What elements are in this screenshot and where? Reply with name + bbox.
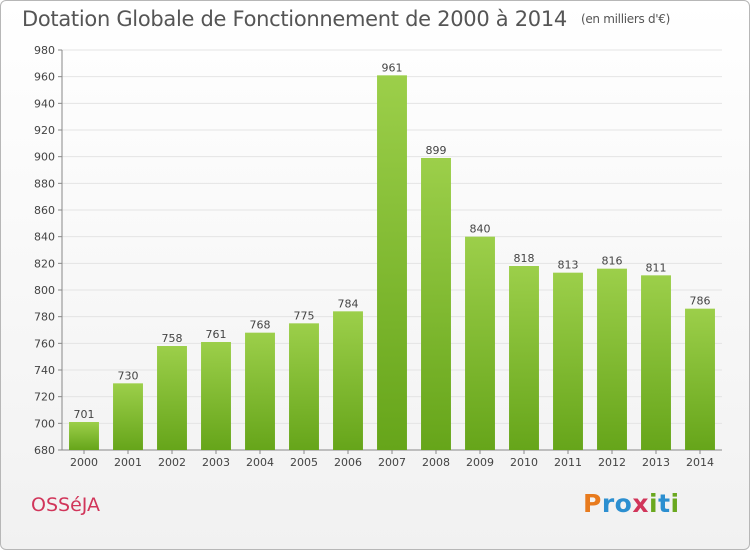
logo-letter: i (670, 489, 680, 518)
bar-value-label: 701 (74, 408, 95, 421)
bar (465, 236, 495, 450)
y-tick-label: 820 (34, 257, 55, 270)
bar-value-label: 786 (690, 295, 711, 308)
y-tick-label: 740 (34, 364, 55, 377)
x-tick-label: 2010 (510, 456, 538, 469)
y-tick-label: 800 (34, 284, 55, 297)
y-tick-label: 900 (34, 151, 55, 164)
bar (157, 346, 187, 450)
x-tick-label: 2000 (70, 456, 98, 469)
x-tick-label: 2003 (202, 456, 230, 469)
chart-title-text: Dotation Globale de Fonctionnement de 20… (22, 7, 567, 31)
bar-layer (69, 75, 715, 450)
bar (509, 266, 539, 450)
bar-value-label: 961 (382, 61, 403, 74)
y-tick-label: 680 (34, 444, 55, 457)
bar (201, 342, 231, 450)
x-tick-label: 2008 (422, 456, 450, 469)
chart-subtitle: (en milliers d'€) (580, 12, 670, 26)
x-tick-label: 2007 (378, 456, 406, 469)
bar-value-label: 818 (514, 252, 535, 265)
bar (333, 311, 363, 450)
bar-value-label: 761 (206, 328, 227, 341)
x-tick-label: 2005 (290, 456, 318, 469)
bar (641, 275, 671, 450)
logo-letter: o (614, 489, 633, 518)
y-tick-label: 840 (34, 231, 55, 244)
bar-value-label: 840 (470, 223, 491, 236)
x-tick-label: 2011 (554, 456, 582, 469)
proxiti-logo: Proxiti (583, 489, 680, 518)
label-layer: 701 730 758 761 768 775 784 961 899 840 818 813 816 8… (74, 61, 711, 421)
logo-letter: P (583, 489, 602, 518)
bar-value-label: 768 (250, 319, 271, 332)
bar-value-label: 811 (646, 261, 667, 274)
y-tick-label: 880 (34, 177, 55, 190)
y-tick-label: 940 (34, 97, 55, 110)
bar-value-label: 775 (294, 309, 315, 322)
bar (69, 422, 99, 450)
logo-letter: i (649, 489, 659, 518)
bar (553, 272, 583, 450)
x-tick-label: 2004 (246, 456, 274, 469)
bar-value-label: 758 (162, 332, 183, 345)
bar (245, 332, 275, 450)
y-tick-label: 980 (34, 44, 55, 57)
chart-title: Dotation Globale de Fonctionnement de 20… (22, 7, 670, 31)
bar-value-label: 813 (558, 259, 579, 272)
bar (421, 158, 451, 450)
x-tick-label: 2013 (642, 456, 670, 469)
logo-letter: x (632, 489, 649, 518)
bar-value-label: 899 (426, 144, 447, 157)
x-tick-label: 2001 (114, 456, 142, 469)
bar (113, 383, 143, 450)
y-tick-label: 920 (34, 124, 55, 137)
logo-letter: t (658, 489, 671, 518)
logo-letter: r (601, 489, 615, 518)
x-tick-label: 2014 (686, 456, 714, 469)
x-tick-label: 2009 (466, 456, 494, 469)
bar (377, 75, 407, 450)
x-tick-label: 2012 (598, 456, 626, 469)
y-tick-label: 720 (34, 391, 55, 404)
bar (289, 323, 319, 450)
bar (597, 268, 627, 450)
y-tick-label: 760 (34, 337, 55, 350)
bar-value-label: 730 (118, 369, 139, 382)
y-tick-label: 860 (34, 204, 55, 217)
bar (685, 308, 715, 450)
x-tick-label: 2006 (334, 456, 362, 469)
y-tick-label: 700 (34, 417, 55, 430)
y-tick-label: 960 (34, 71, 55, 84)
commune-name: OSSéJA (31, 494, 101, 516)
bar-value-label: 784 (338, 297, 359, 310)
y-tick-label: 780 (34, 311, 55, 324)
x-tick-label: 2002 (158, 456, 186, 469)
bar-value-label: 816 (602, 255, 623, 268)
